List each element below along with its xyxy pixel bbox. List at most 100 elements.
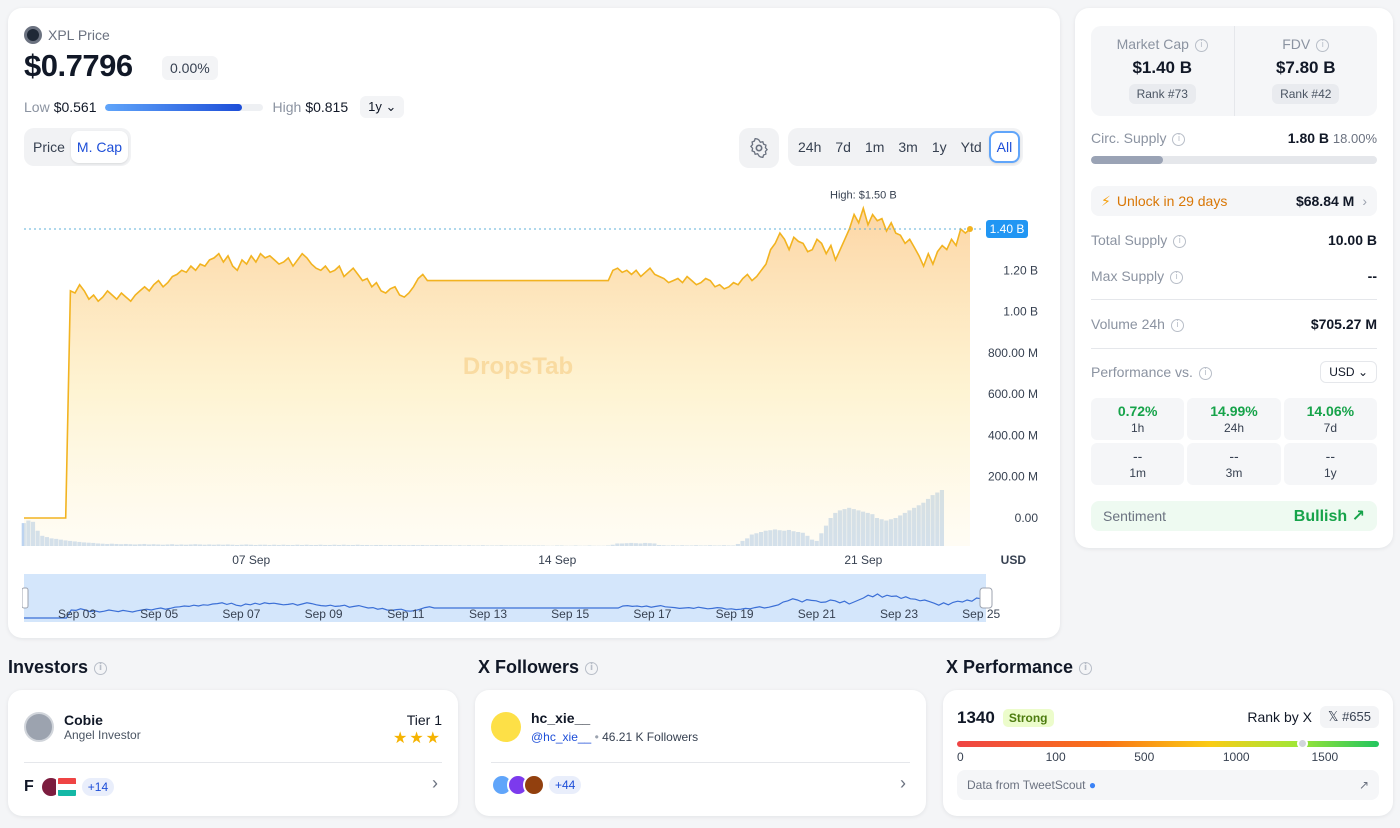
total-supply-row: Total Supply i 10.00 B (1091, 232, 1377, 248)
performance-cell-3m: -- 3m (1187, 443, 1281, 485)
chart-navigator[interactable]: Sep 03 Sep 05 Sep 07 Sep 09 Sep 11 Sep 13 Sep … (22, 574, 1002, 624)
unlock-label: Unlock in 29 days (1116, 193, 1228, 209)
x-followers-card[interactable]: hc_xie__ @hc_xie__ • 46.21 K Followers +… (475, 690, 926, 816)
unlock-button[interactable]: ⚡ Unlock in 29 days $68.84 M › (1091, 186, 1377, 216)
volume-label: Volume 24h (1091, 316, 1165, 332)
info-icon[interactable]: i (1170, 318, 1184, 332)
navigator-tick-label: Sep 15 (551, 607, 589, 621)
x-logo-icon: 𝕏 (1327, 709, 1339, 724)
watermark: DropsTab (463, 353, 573, 380)
navigator-window[interactable] (24, 574, 986, 622)
divider (1091, 348, 1377, 349)
low-label: Low (24, 99, 50, 115)
x-performance-title-text: X Performance (946, 657, 1074, 677)
y-tick-label: 1.00 B (1003, 305, 1038, 319)
xpl-logo-icon (24, 26, 42, 44)
x-score: 1340 (957, 708, 995, 727)
fund-logo-icon (55, 776, 78, 798)
market-cap-value: $1.40 B (1132, 58, 1193, 77)
y-tick-label: 0.00 (1015, 511, 1039, 525)
timeframe-tab-all[interactable]: All (988, 131, 1021, 163)
info-icon[interactable]: i (585, 661, 599, 675)
tab-market-cap[interactable]: M. Cap (70, 131, 129, 163)
range-period-select[interactable]: 1y ⌄ (360, 96, 405, 118)
market-cap-chart[interactable]: 1.40 B High: $1.50 B 1.20 B 1.00 B 800.00 M 6… (8, 178, 1060, 570)
info-icon[interactable]: i (1170, 270, 1184, 284)
follower-name: hc_xie__ (531, 710, 591, 726)
performance-cell-24h: 14.99% 24h (1187, 398, 1281, 440)
divider (1091, 299, 1377, 300)
currency-value: USD (1329, 365, 1355, 379)
timeframe-selector: 24h 7d 1m 3m 1y Ytd All (788, 128, 1024, 166)
navigator-line (24, 593, 987, 619)
volume-bar (21, 523, 26, 546)
info-icon[interactable]: i (1194, 38, 1208, 52)
rank-by-x-label: Rank by X (1247, 709, 1312, 725)
x-performance-card: 1340 Strong Rank by X 𝕏 #655 0 100 500 1000… (943, 690, 1393, 816)
performance-label: Performance vs. (1091, 364, 1193, 380)
navigator-tick-label: Sep 19 (716, 607, 754, 621)
performance-value: -- (1325, 448, 1335, 464)
performance-value: -- (1229, 448, 1239, 464)
performance-value: 0.72% (1117, 403, 1158, 419)
performance-value: 14.06% (1306, 403, 1355, 419)
navigator-tick-label: Sep 05 (140, 607, 178, 621)
timeframe-tab-24h[interactable]: 24h (798, 139, 822, 155)
timeframe-tab-1y[interactable]: 1y (931, 139, 947, 155)
tab-price[interactable]: Price (33, 139, 65, 155)
fdv-block: FDV i $7.80 B Rank #42 (1233, 26, 1378, 116)
performance-header: Performance vs. i USD ⌄ (1091, 361, 1377, 383)
chart-settings-button[interactable] (739, 128, 779, 168)
info-icon[interactable]: i (1079, 661, 1093, 675)
fdv-label: FDV (1282, 36, 1311, 52)
performance-cell-1y: -- 1y (1283, 443, 1377, 485)
chevron-down-icon: ⌄ (385, 99, 397, 114)
x-score-scale: 0 100 500 1000 1500 (957, 750, 1379, 766)
fdv-rank: Rank #42 (1272, 84, 1340, 104)
divider (491, 762, 910, 763)
chevron-right-icon: › (900, 773, 906, 793)
tweetscout-logo-icon: ● (1088, 778, 1097, 792)
x-tick-label: 14 Sep (538, 553, 576, 567)
circ-supply-value: 1.80 B (1287, 130, 1330, 146)
tweetscout-link[interactable]: Data from TweetScout ● ↗ (957, 770, 1379, 800)
info-icon[interactable]: i (1316, 38, 1330, 52)
market-cap-rank: Rank #73 (1128, 84, 1196, 104)
price-change-badge: 0.00% (162, 56, 218, 80)
info-icon[interactable]: i (1198, 366, 1212, 380)
navigator-handle-left[interactable] (22, 587, 29, 609)
timeframe-tab-3m[interactable]: 3m (898, 139, 918, 155)
performance-cell-7d: 14.06% 7d (1283, 398, 1377, 440)
fdv-value: $7.80 B (1275, 58, 1336, 77)
lightning-icon: ⚡ (1101, 192, 1111, 209)
investors-title-text: Investors (8, 657, 89, 677)
chevron-right-icon: › (1362, 193, 1367, 209)
performance-period: 24h (1223, 421, 1244, 435)
more-investors-badge: +14 (81, 778, 115, 796)
performance-period: 1m (1129, 466, 1146, 480)
timeframe-tab-1m[interactable]: 1m (864, 139, 885, 155)
price-range: Low $0.561 High $0.815 1y ⌄ (24, 96, 405, 118)
coin-title: XPL Price (48, 27, 110, 43)
market-cap-area (24, 208, 970, 547)
follower-handle[interactable]: @hc_xie__ (531, 730, 592, 744)
navigator-handle-right[interactable] (979, 587, 993, 609)
more-followers-badge: +44 (549, 776, 582, 794)
high-label: High (272, 99, 302, 115)
unlock-value: $68.84 M (1295, 193, 1355, 209)
performance-cell-1m: -- 1m (1091, 443, 1185, 485)
currency-select[interactable]: USD ⌄ (1320, 361, 1377, 383)
info-icon[interactable]: i (94, 661, 108, 675)
info-icon[interactable]: i (1172, 132, 1186, 146)
max-supply-label: Max Supply (1091, 268, 1165, 284)
investors-card[interactable]: Cobie Angel Investor Tier 1 ★★★ F +14 › (8, 690, 458, 816)
divider (24, 762, 442, 763)
y-tick-label: 600.00 M (988, 387, 1038, 401)
timeframe-tab-7d[interactable]: 7d (835, 139, 851, 155)
fund-logo-icon: F (24, 778, 34, 795)
performance-value: -- (1133, 448, 1143, 464)
rank-by-x-value: #655 (1342, 709, 1371, 724)
range-period-value: 1y (368, 99, 382, 114)
info-icon[interactable]: i (1173, 234, 1187, 248)
timeframe-tab-ytd[interactable]: Ytd (960, 139, 982, 155)
